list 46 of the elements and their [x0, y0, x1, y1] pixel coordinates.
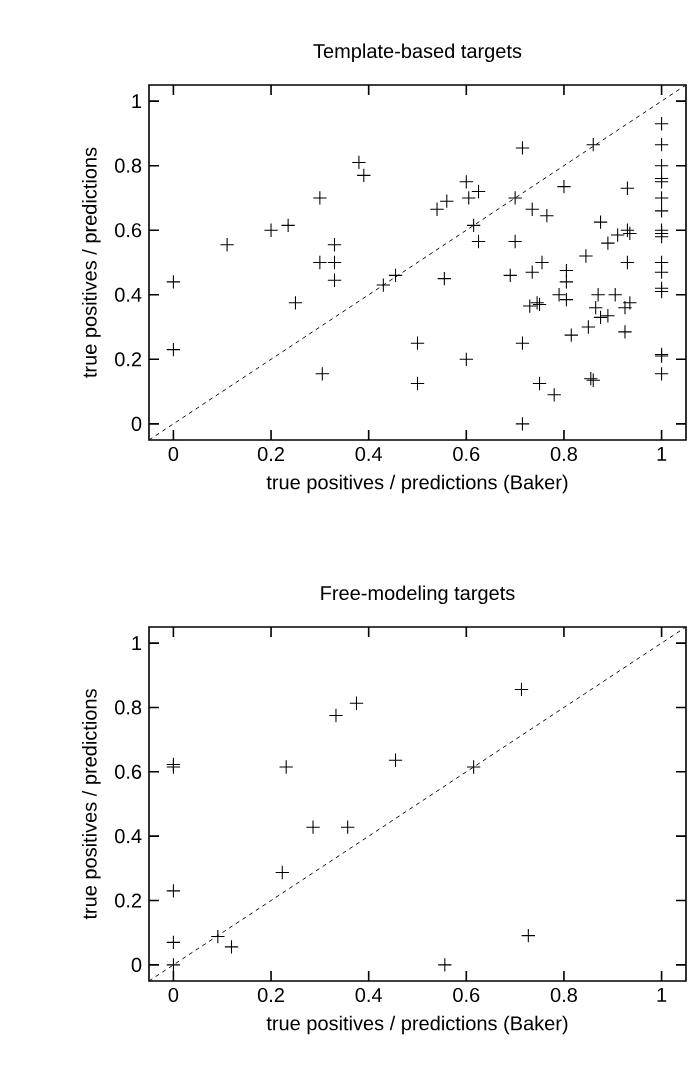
x-tick-label: 0.2 [257, 446, 284, 462]
x-tick-label: 0.4 [355, 987, 382, 1003]
x-tick-label: 0.6 [453, 446, 480, 462]
x-tick-label: 0 [168, 987, 179, 1003]
x-tick-label: 1 [657, 446, 667, 461]
y-tick-label: 1 [132, 94, 142, 109]
point [166, 935, 181, 950]
y-tick-label: 0 [131, 416, 142, 431]
y-tick-label: 0.8 [115, 158, 142, 173]
x-axis-title: true positives / predictions (Baker) [266, 1015, 568, 1035]
point [275, 865, 290, 880]
y-tick-label: 1 [132, 636, 142, 650]
y-tick-label: 0.2 [115, 352, 142, 367]
point [466, 759, 481, 775]
x-tick-label: 0 [168, 446, 179, 462]
y-tick-label: 0.2 [115, 893, 142, 908]
y-tick-label: 0.4 [115, 287, 142, 302]
y-tick-label: 0.6 [115, 764, 142, 779]
point [166, 957, 181, 973]
x-tick-label: 0.8 [550, 987, 577, 1003]
x-tick-label: 1 [657, 987, 667, 1002]
point [166, 883, 181, 899]
point [278, 759, 294, 775]
y-tick-label: 0.6 [115, 223, 142, 238]
y-axis-title: true positives / predictions [82, 147, 101, 378]
x-tick-label: 0.6 [453, 987, 480, 1003]
point [388, 753, 403, 768]
x-tick-label: 0.2 [257, 987, 284, 1003]
point [224, 939, 239, 955]
chart-title: Free-modeling targets [321, 585, 515, 605]
point [340, 819, 355, 835]
chart-title: Template-based targets [313, 43, 522, 63]
y-tick-label: 0.4 [115, 829, 142, 844]
x-tick-label: 0.4 [355, 446, 382, 462]
x-axis-title: true positives / predictions (Baker) [266, 474, 568, 494]
y-axis-title: true positives / predictions [82, 689, 101, 920]
point [328, 708, 344, 723]
x-tick-label: 0.8 [550, 446, 577, 462]
point [514, 682, 529, 697]
point [521, 928, 536, 943]
point [437, 957, 453, 973]
y-tick-label: 0 [131, 957, 142, 972]
y-tick-label: 0.8 [115, 700, 142, 715]
point [349, 696, 364, 711]
point [210, 929, 226, 944]
point [305, 819, 321, 835]
